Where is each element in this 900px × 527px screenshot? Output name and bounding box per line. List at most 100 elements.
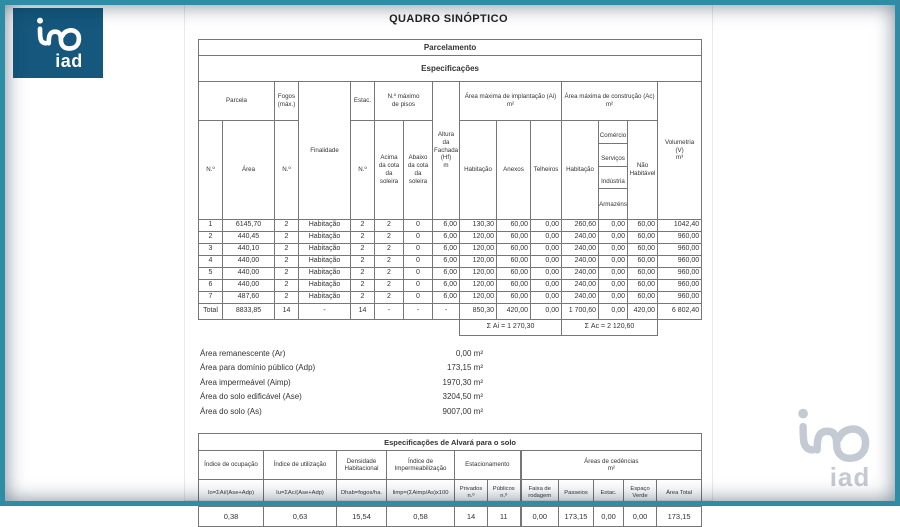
- alvara-subheader-row: Io=ΣAi/(Ase+Adp) Iu=ΣAc/(Ase+Adp) Dhab=f…: [198, 479, 703, 508]
- summary-row: Área para domínio público (Adp) 173,15 m…: [200, 360, 485, 375]
- sigma-ac-total: Σ Ac = 2 120,60: [561, 318, 658, 336]
- summary-label: Área remanescente (Ar): [200, 348, 286, 358]
- table-cell: 440,10: [222, 242, 275, 256]
- table-cell: 4: [198, 254, 223, 268]
- table-cell: 2: [274, 278, 299, 292]
- table-cell: 960,00: [656, 230, 703, 244]
- table-cell: 0: [403, 242, 433, 256]
- table-cell: 1: [198, 218, 223, 232]
- table-cell: 2: [350, 242, 375, 256]
- col-header-espaco-verde: Espaço Verde: [623, 479, 657, 508]
- table-cell: 0,00: [530, 242, 562, 256]
- table-cell: 0,00: [519, 506, 559, 527]
- header-row-sub: N.º Área N.º N.º Acima da cota da soleir…: [198, 120, 702, 220]
- table-cell: 14: [274, 302, 299, 320]
- table-cell: 6: [198, 278, 223, 292]
- summary-row: Área do solo edificável (Ase) 3204,50 m²: [200, 389, 485, 404]
- table-cell: 6,00: [432, 278, 460, 292]
- iad-watermark: iad: [782, 406, 882, 490]
- document-title: QUADRO SINÓPTICO: [389, 13, 508, 25]
- col-header-densidade: Densidade Habitacional: [336, 450, 387, 481]
- table-cell: 0,00: [598, 218, 628, 232]
- table-cell: 120,00: [459, 254, 497, 268]
- col-header-ai-habitacao: Habitação: [459, 120, 497, 220]
- col-header-parcela: Parcela: [198, 81, 275, 121]
- col-header-altura-fachada: Altura da Fachada (Hf) m: [432, 81, 460, 220]
- table-cell: 120,00: [459, 242, 497, 256]
- sigma-spacer: [199, 319, 460, 335]
- table-cell: 0,38: [198, 506, 264, 527]
- iad-logo-mark-icon: [32, 16, 84, 52]
- table-cell: 2: [274, 290, 299, 304]
- table-cell: 6,00: [432, 218, 460, 232]
- table-cell: 60,00: [627, 218, 658, 232]
- table-cell: 0,63: [263, 506, 337, 527]
- table-cell: 60,00: [496, 278, 531, 292]
- table-cell: 0,00: [530, 266, 562, 280]
- table-cell: 0: [403, 266, 433, 280]
- col-header-indice-utilizacao: Índice de utilização: [263, 450, 337, 481]
- table-cell: 2: [274, 266, 299, 280]
- summary-value: 9007,00 m²: [442, 406, 483, 416]
- col-header-armazens: Armazéns: [599, 200, 627, 208]
- table-cell: 960,00: [656, 278, 703, 292]
- table-cell: 2: [374, 230, 404, 244]
- document-page: QUADRO SINÓPTICO Parcelamento Especifica…: [184, 4, 713, 527]
- col-header-publicos: Públicos n.º: [487, 479, 521, 508]
- table-cell: -: [403, 302, 433, 320]
- table-cell: 440,00: [222, 254, 275, 268]
- table-cell: 2: [274, 254, 299, 268]
- summary-value: 0,00 m²: [455, 348, 483, 358]
- summary-value: 3204,50 m²: [442, 392, 483, 401]
- table-cell: 487,60: [222, 290, 275, 304]
- col-header-numero: N.º: [198, 120, 223, 220]
- table-cell: 240,00: [561, 230, 599, 244]
- table-row: 7 487,60 2 Habitação 2 2 0 6,00 120,00 60,00 0,00 2…: [198, 290, 703, 304]
- table-cell: -: [374, 302, 404, 320]
- table-cell: 6 802,40: [656, 302, 703, 320]
- section-label-parcelamento: Parcelamento: [197, 39, 703, 56]
- table-cell: 120,00: [459, 266, 497, 280]
- table-cell: 120,00: [459, 230, 497, 244]
- col-header-comercio: Comércio: [599, 129, 627, 144]
- table-cell: -: [432, 302, 460, 320]
- formula-impermeabilizacao: Iimp=(ΣAimp/As)x100: [386, 479, 455, 508]
- col-header-area-total: Área Total: [655, 479, 703, 508]
- table-cell: 3: [198, 242, 223, 256]
- table-row: 3 440,10 2 Habitação 2 2 0 6,00 120,00 60,00 0,00 2…: [198, 242, 703, 256]
- table-cell: 6145,70: [222, 218, 275, 232]
- table-cell: 2: [374, 218, 404, 232]
- iad-logo-text: iad: [55, 51, 83, 71]
- table-cell: 850,30: [459, 302, 497, 320]
- col-header-servicos: Serviços: [599, 152, 627, 167]
- summary-row: Área remanescente (Ar) 0,00 m²: [200, 346, 485, 361]
- table-cell: 60,00: [496, 218, 531, 232]
- table-row: 4 440,00 2 Habitação 2 2 0 6,00 120,00 60,00 0,00 2…: [198, 254, 703, 268]
- table-cell: 2: [350, 278, 375, 292]
- table-cell: 0,00: [530, 278, 562, 292]
- table-cell: Habitação: [298, 218, 351, 232]
- col-header-nao-habitavel: Não Habitável: [627, 120, 658, 220]
- formula-utilizacao: Iu=ΣAc/(Ase+Adp): [263, 479, 337, 508]
- table-cell: 6,00: [432, 242, 460, 256]
- summary-label: Área do solo (As): [200, 406, 262, 416]
- table-cell: 0,58: [386, 506, 455, 527]
- table-cell: 0: [403, 230, 433, 244]
- col-header-volumetria: Volumetria (V) m³: [656, 81, 703, 220]
- table-cell: 15,54: [336, 506, 387, 527]
- col-header-finalidade: Finalidade: [298, 81, 351, 220]
- col-header-indice-ocupacao: Índice de ocupação: [198, 450, 264, 481]
- area-summary: Área remanescente (Ar) 0,00 m² Área para…: [200, 346, 485, 419]
- table-cell: 6,00: [432, 290, 460, 304]
- section-row-especificacoes: Especificações: [197, 55, 703, 82]
- table-cell: 60,00: [627, 278, 658, 292]
- table-cell: 1042,40: [656, 218, 703, 232]
- table-cell: Habitação: [298, 290, 351, 304]
- table-cell: 960,00: [656, 254, 703, 268]
- summary-row: Área impermeável (Aimp) 1970,30 m²: [200, 375, 485, 390]
- table-cell: 2: [350, 254, 375, 268]
- table-cell: 6,00: [432, 254, 460, 268]
- table-cell: 2: [274, 218, 299, 232]
- table-cell: 1 700,60: [561, 302, 599, 320]
- table-row: 0,38 0,63 15,54 0,58 14 11 0,00 173,15 0,00 0,00 1…: [198, 506, 703, 527]
